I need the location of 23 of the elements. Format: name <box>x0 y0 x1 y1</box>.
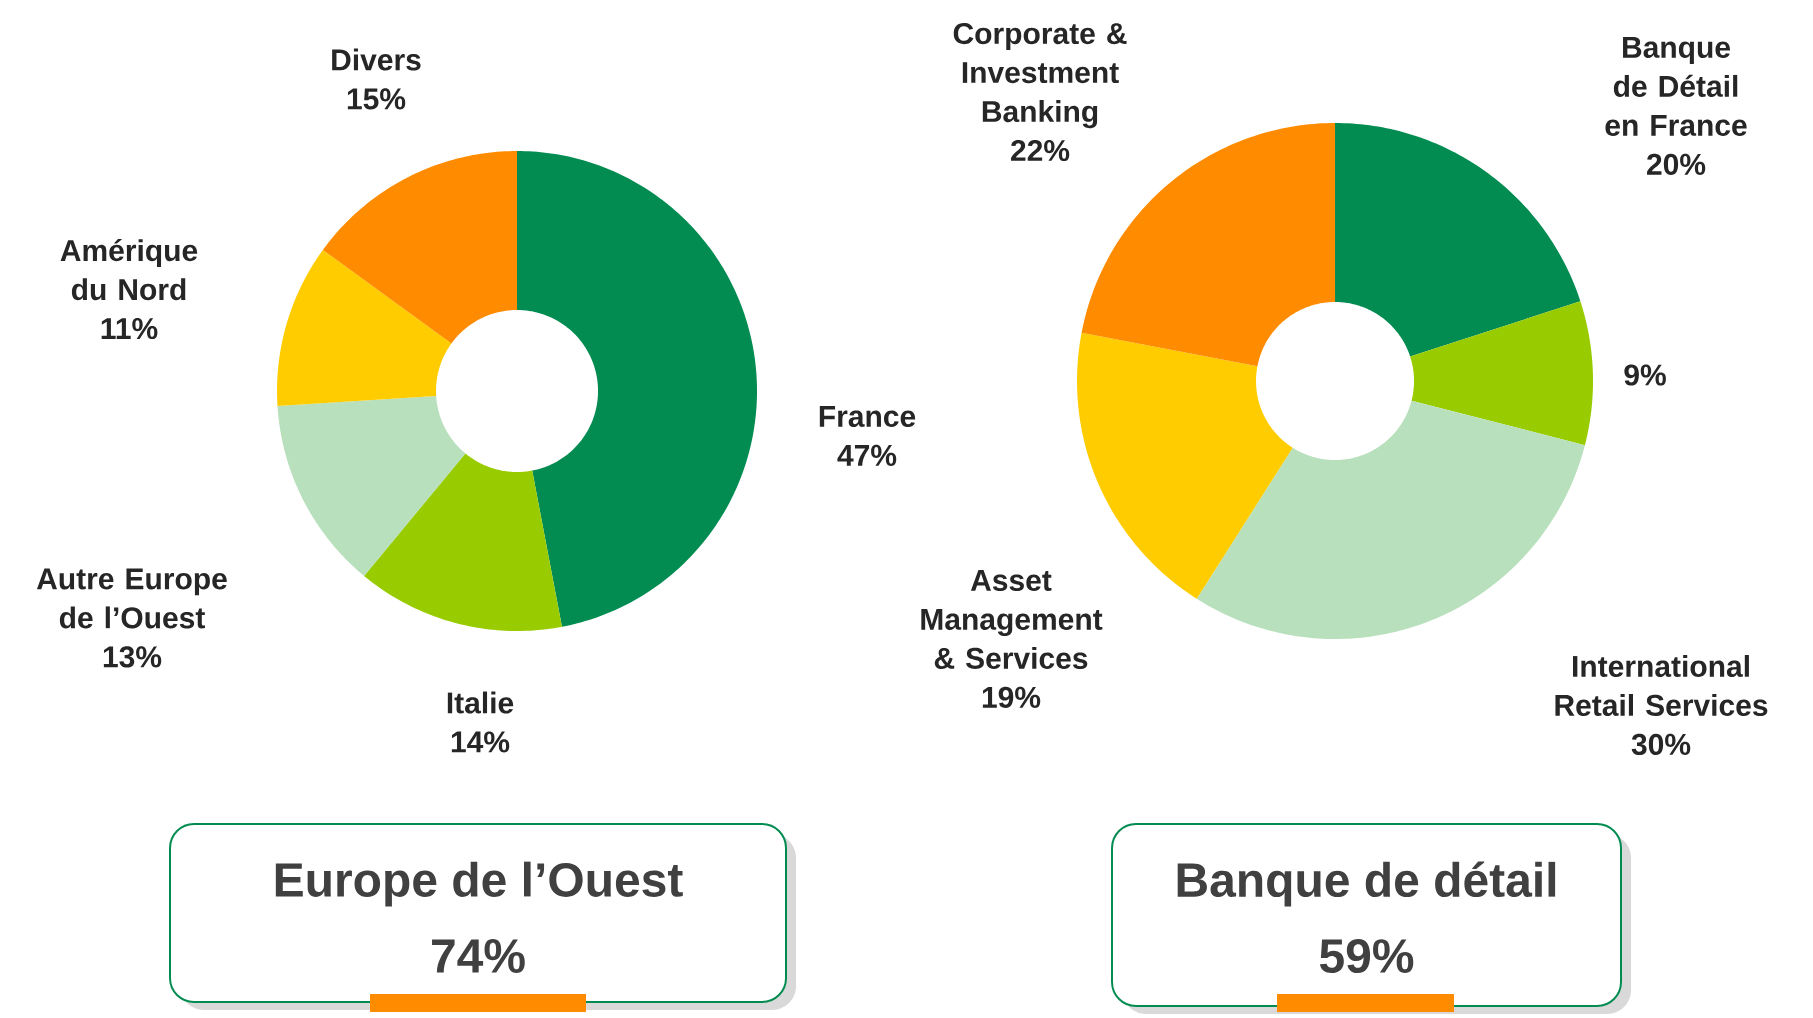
text: Europe de l’Ouest <box>275 861 683 907</box>
slice-label: Corporate & Investment Banking <box>953 22 1127 129</box>
slice-label: Banque de Détail en France <box>1605 37 1747 136</box>
data-label: 9% <box>1624 364 1666 386</box>
slice-label: International Retail Services <box>1555 654 1768 716</box>
data-label: 13% <box>103 646 162 668</box>
slice-label: Italie <box>447 691 514 714</box>
data-label: 15% <box>347 88 406 110</box>
data-label: 11% <box>101 318 158 340</box>
data-label: 20% <box>1647 153 1706 175</box>
data-label: 47% <box>837 444 897 466</box>
slice-label: Amérique du Nord <box>60 238 198 301</box>
data-label: 19% <box>982 686 1041 708</box>
text: 59% <box>1319 939 1414 974</box>
text: Banque de détail <box>1177 861 1556 907</box>
slice-label: Divers <box>332 48 421 71</box>
slice-label: Autre Europe de l’Ouest <box>36 568 227 629</box>
text: 74% <box>432 939 525 973</box>
data-label: 30% <box>1631 733 1691 756</box>
slice-label: France <box>819 406 916 427</box>
data-label: 14% <box>451 731 510 753</box>
data-label: 22% <box>1011 139 1070 162</box>
slice-label: Asset Management & Services <box>921 570 1103 669</box>
